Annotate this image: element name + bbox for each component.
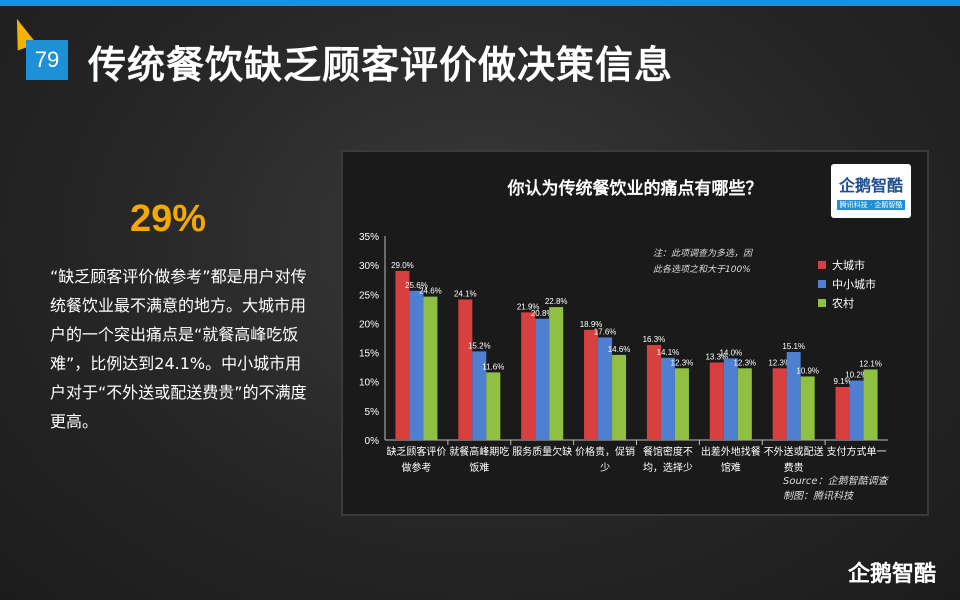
y-tick-label: 0% (365, 436, 380, 447)
legend-swatch (818, 260, 826, 269)
x-tick-label: 缺乏顾客评价 (386, 445, 446, 458)
x-tick-label: 支付方式单一 (827, 445, 887, 458)
data-label: 29.0% (391, 261, 414, 270)
data-label: 9.1% (833, 377, 851, 386)
x-tick-label: 做参考 (401, 461, 431, 474)
bar (598, 337, 613, 440)
bar-chart: 35% 30% 25% 20% 15% 10% 5% 0% 29.0% 25.6%24.6% 缺乏顾… (359, 232, 888, 474)
bar (521, 312, 536, 440)
bar (786, 351, 801, 440)
x-tick-label: 服务质量欠缺 (512, 445, 572, 458)
data-label: 20.8% (531, 309, 554, 318)
data-label: 15.2% (468, 341, 491, 350)
y-tick-label: 10% (359, 378, 379, 389)
data-label: 12.3% (768, 358, 791, 367)
chart-note-line: 注：此项调查为多选，因 (653, 249, 753, 259)
bar (674, 368, 689, 440)
bar (772, 368, 787, 440)
bar (612, 354, 627, 440)
chart-logo-tagline: 腾讯科技 · 企鹅智酷 (837, 200, 905, 210)
bar (486, 372, 501, 440)
y-tick-label: 20% (359, 319, 379, 330)
chart-logo-name: 企鹅智酷 (838, 176, 903, 195)
bar (535, 318, 550, 440)
chart-source-line: Source：企鹅智酷调查 (783, 476, 888, 487)
y-tick-label: 30% (359, 261, 379, 272)
data-label: 12.3% (671, 358, 694, 367)
data-label: 13.3% (705, 352, 728, 361)
data-label: 11.6% (482, 362, 504, 371)
y-tick-label: 25% (359, 290, 379, 301)
bar (458, 299, 473, 440)
x-tick-label: 出差外地找餐 (701, 445, 761, 458)
data-label: 14.1% (657, 348, 680, 357)
highlight-value: 29% (130, 198, 207, 240)
chart-panel: 你认为传统餐饮业的痛点有哪些？ 企鹅智酷 腾讯科技 · 企鹅智酷 注：此项调查为… (341, 150, 929, 516)
legend-item-small-city: 中小城市 (818, 274, 876, 293)
data-label: 12.3% (733, 358, 756, 367)
chart-legend: 大城市 中小城市 农村 (818, 255, 876, 312)
data-label: 18.9% (580, 320, 603, 329)
y-tick-label: 5% (365, 407, 380, 418)
legend-item-rural: 农村 (818, 293, 876, 312)
data-label: 21.9% (517, 302, 540, 311)
legend-item-big-city: 大城市 (818, 255, 876, 274)
x-tick-label: 馆难 (721, 461, 741, 474)
bar (409, 290, 424, 440)
data-label: 10.2% (845, 371, 868, 380)
legend-swatch (818, 298, 826, 307)
y-tick-label: 35% (359, 232, 379, 243)
chart-logo: 企鹅智酷 腾讯科技 · 企鹅智酷 (831, 164, 911, 218)
data-label: 22.8% (545, 297, 568, 306)
data-label: 10.9% (796, 366, 819, 375)
data-label: 14.0% (719, 348, 742, 357)
bar (395, 270, 410, 440)
x-tick-label: 少 (600, 462, 610, 474)
x-tick-label: 就餐高峰期吃 (449, 445, 509, 458)
bar (472, 351, 487, 440)
bar (660, 357, 675, 440)
x-tick-label: 不外送或配送 (764, 445, 824, 458)
x-tick-label: 餐馆密度不 (643, 445, 693, 458)
data-label: 16.3% (643, 335, 666, 344)
chart-note: 注：此项调查为多选，因 此各选项之和大于100% (653, 246, 752, 278)
data-label: 24.6% (419, 287, 442, 296)
bar (800, 376, 815, 440)
x-tick-label: 价格贵，促销 (575, 445, 635, 458)
data-label: 15.1% (782, 342, 805, 351)
bar (423, 296, 438, 440)
chart-source-line: 制图：腾讯科技 (783, 491, 853, 502)
x-tick-label: 饭难 (469, 462, 489, 474)
x-tick-label: 均，选择少 (643, 461, 693, 474)
description-text: “缺乏顾客评价做参考”都是用户对传统餐饮业最不满意的地方。大城市用户的一个突出痛… (50, 267, 307, 431)
bar (737, 368, 752, 440)
page-title: 传统餐饮缺乏顾客评价做决策信息 (88, 43, 674, 87)
data-label: 24.1% (454, 290, 477, 299)
data-label: 25.6% (405, 281, 428, 290)
x-tick-label: 费贵 (784, 461, 804, 474)
bar (863, 369, 878, 440)
bar (849, 380, 864, 440)
top-accent-bar (0, 0, 960, 6)
data-label: 14.6% (608, 345, 631, 354)
bar (723, 358, 738, 440)
chart-note-line: 此各选项之和大于100% (653, 265, 751, 275)
bar (709, 362, 724, 440)
bar (584, 329, 599, 440)
legend-label: 大城市 (832, 258, 865, 272)
data-label: 17.6% (594, 327, 617, 336)
legend-swatch (818, 279, 826, 288)
y-tick-label: 15% (359, 349, 379, 360)
brand-logo: 企鹅智酷 (848, 562, 937, 587)
legend-label: 中小城市 (832, 277, 876, 291)
chart-source: Source：企鹅智酷调查 制图：腾讯科技 (783, 474, 888, 504)
bar (646, 344, 661, 440)
chart-title: 你认为传统餐饮业的痛点有哪些？ (507, 179, 763, 199)
bar (549, 307, 564, 440)
legend-label: 农村 (832, 296, 854, 310)
page-number: 79 (26, 40, 68, 80)
bar (835, 386, 850, 440)
data-label: 12.1% (859, 359, 882, 368)
